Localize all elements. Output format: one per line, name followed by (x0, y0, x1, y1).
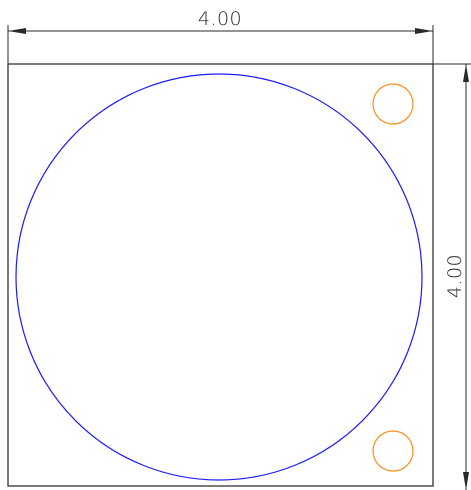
small-circle-bottom-right (372, 430, 414, 472)
top-dimension: 4.00 (7, 8, 434, 64)
right-arrow-top (463, 64, 469, 82)
right-arrow-bottom (463, 472, 469, 490)
small-circle-top-right (372, 83, 414, 125)
top-arrow-left (8, 28, 26, 34)
top-arrow-right (415, 28, 433, 34)
width-dimension-label: 4.00 (198, 8, 242, 30)
square-outline (7, 63, 434, 487)
height-dimension-label: 4.00 (444, 254, 466, 298)
main-circle (15, 73, 423, 481)
right-dimension: 4.00 (433, 63, 471, 490)
